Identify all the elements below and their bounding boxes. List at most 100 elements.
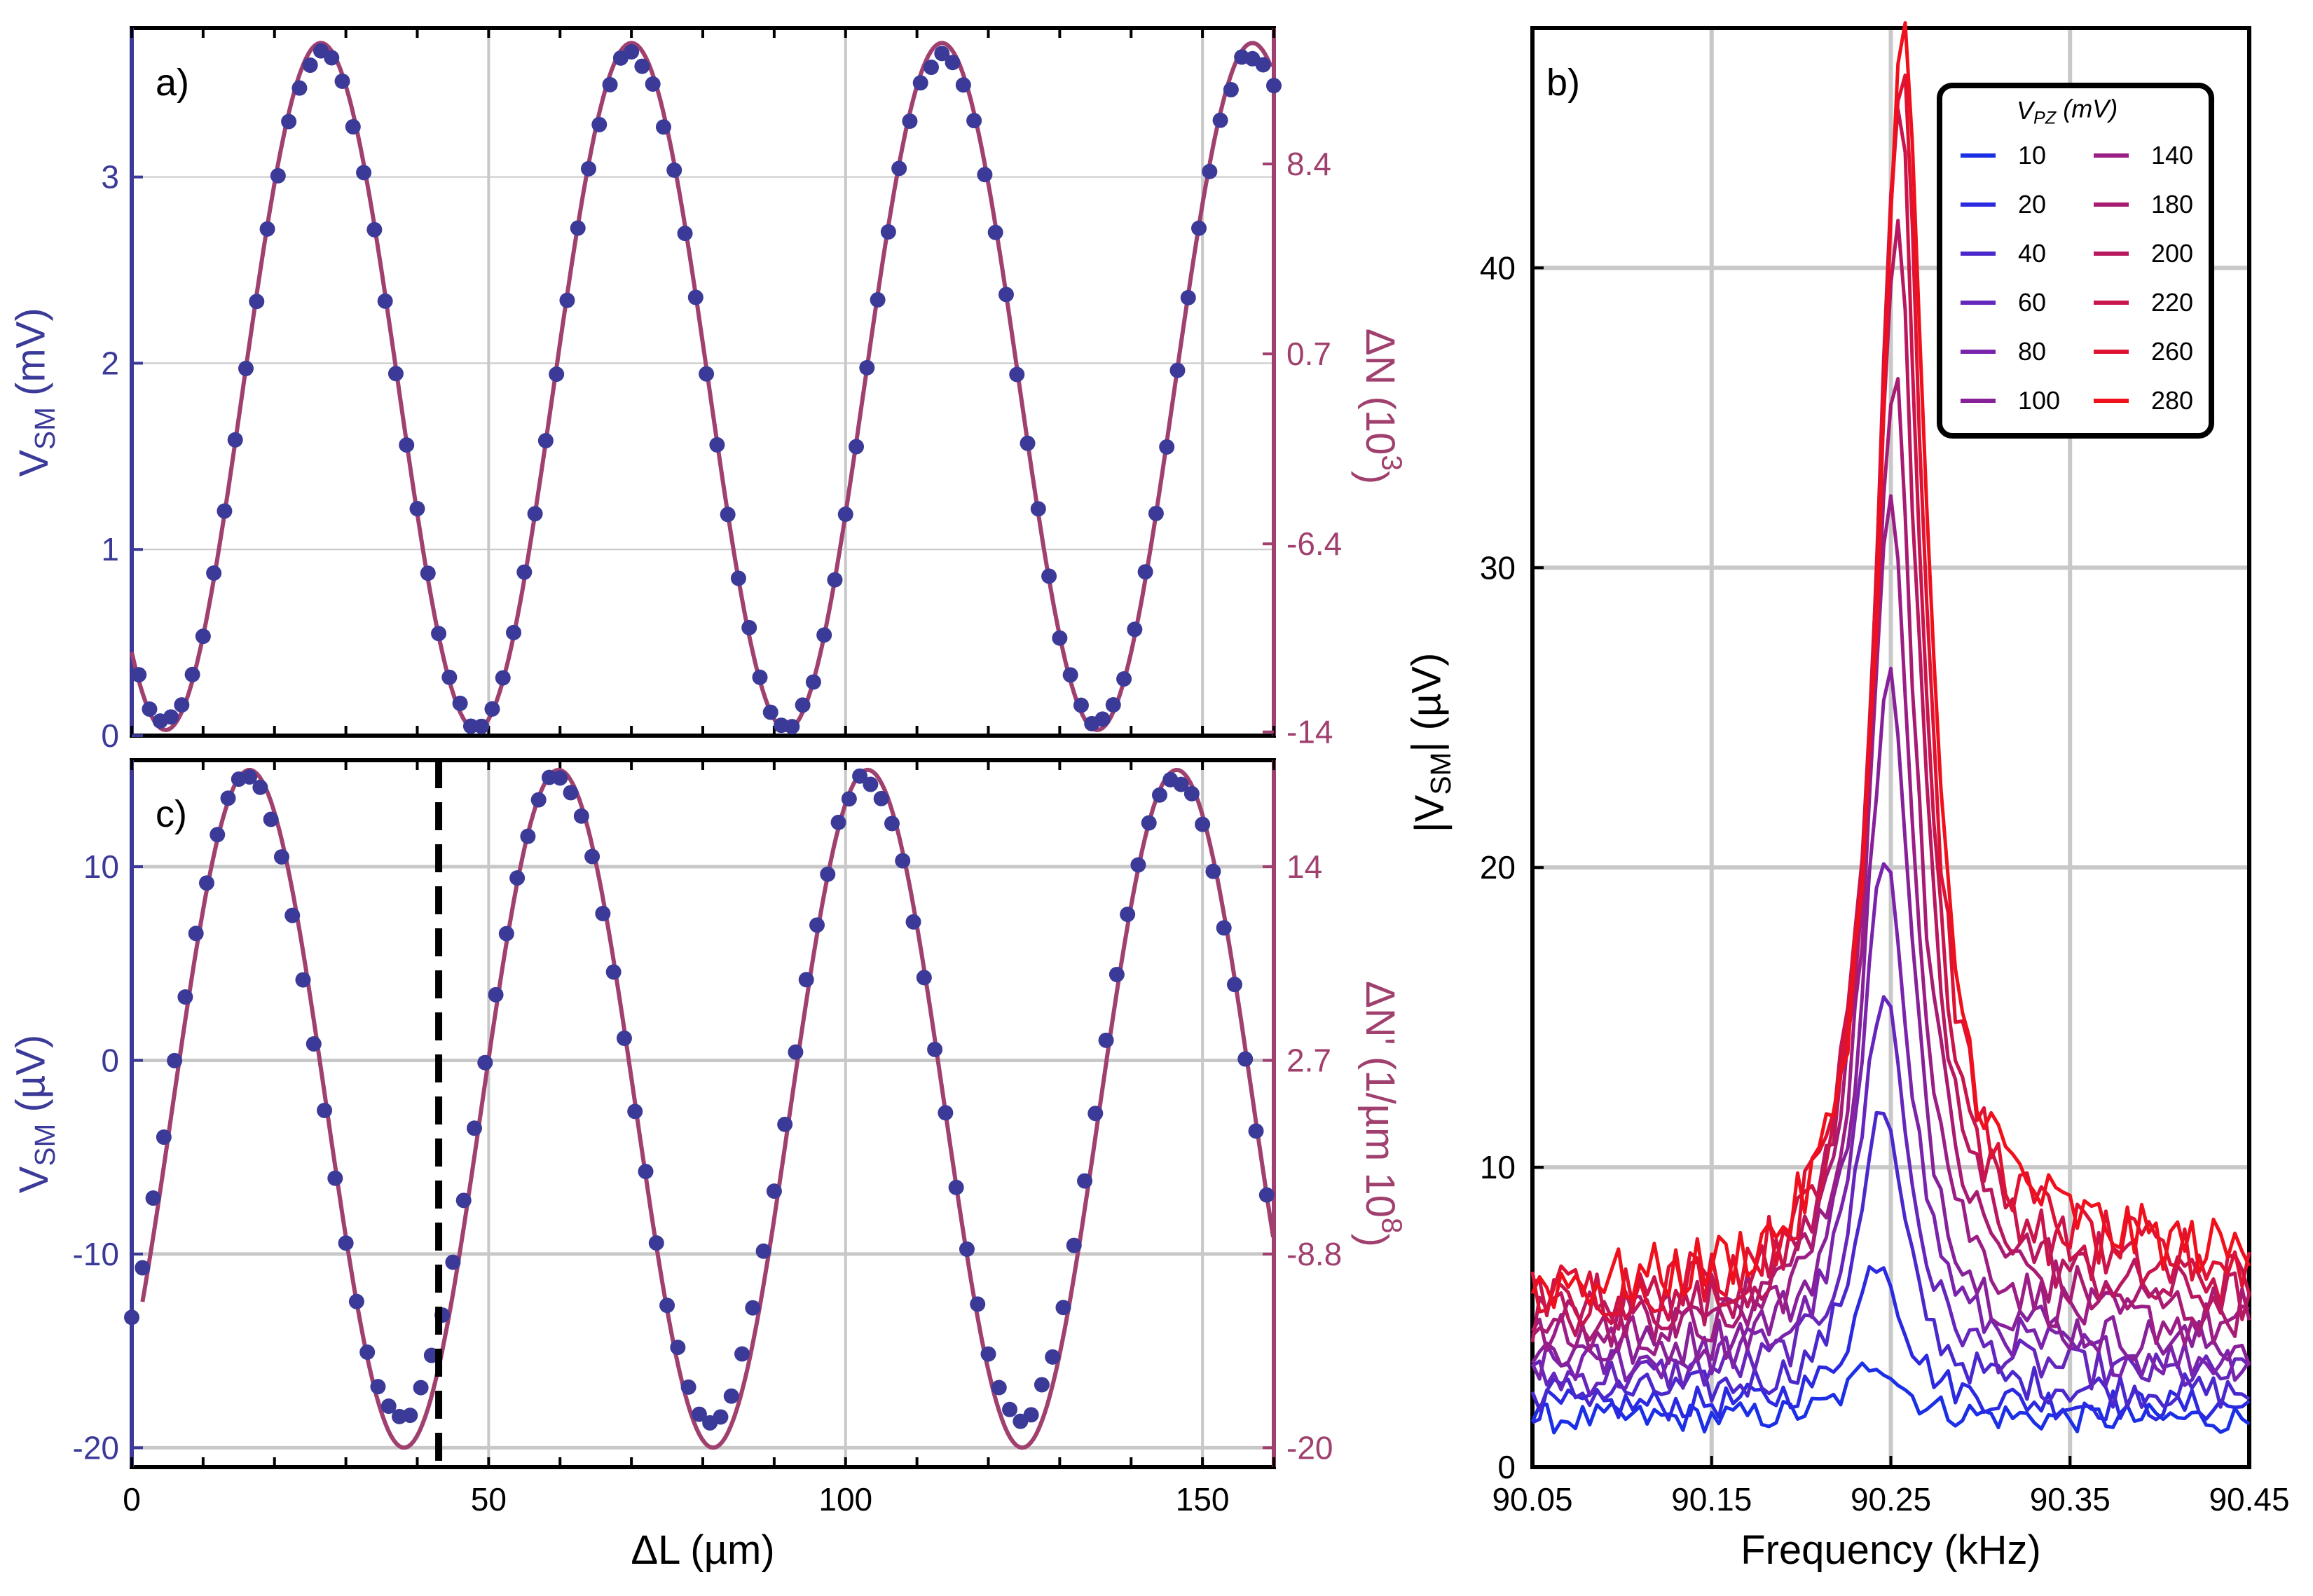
data-point (912, 75, 928, 91)
data-point (270, 167, 286, 184)
data-point (699, 366, 715, 382)
data-point (1105, 697, 1121, 713)
data-point (777, 1116, 793, 1132)
panel-label-b: b) (1546, 62, 1580, 104)
data-point (281, 113, 297, 130)
data-point (905, 914, 921, 930)
data-point (1212, 112, 1228, 128)
series-line-200 (1530, 219, 2251, 1342)
data-point (366, 221, 383, 238)
data-point (1202, 163, 1218, 179)
y-axis-label: |VSM​| (µV) (1404, 653, 1457, 833)
data-point (163, 709, 179, 725)
data-point (1148, 505, 1164, 521)
series-line-280 (1530, 21, 2251, 1309)
data-point (959, 1241, 975, 1257)
data-point (713, 1409, 729, 1425)
series-line-140 (1530, 494, 2250, 1356)
legend-title: VPZ​ (mV) (2017, 94, 2118, 128)
data-point (302, 57, 318, 74)
y-tick-label: 1 (101, 531, 119, 567)
data-point (452, 695, 468, 711)
y-tick-label: 0 (1497, 1449, 1516, 1485)
data-point (1009, 366, 1025, 383)
data-point (691, 1406, 707, 1422)
data-point (552, 770, 568, 786)
data-point (745, 1300, 761, 1316)
data-point (970, 1296, 986, 1312)
data-point (156, 1129, 172, 1146)
data-point (1258, 1187, 1275, 1203)
data-point (891, 160, 907, 177)
y-tick-label: 10 (83, 848, 119, 885)
data-point (677, 226, 693, 242)
data-point (145, 1190, 161, 1206)
y-tick-label: -10 (73, 1236, 119, 1272)
data-point (624, 44, 640, 60)
data-point (498, 926, 514, 942)
data-point (334, 73, 350, 89)
data-point (516, 564, 533, 580)
x-tick-label: 0 (123, 1481, 141, 1518)
data-point (1180, 289, 1196, 305)
y-tick-label: 40 (1480, 249, 1516, 286)
panel-b: 90.05 90.15 90.25 90.35 90.45 0 10 20 30 40 b) Freq… (1404, 21, 2290, 1573)
data-point (142, 701, 158, 717)
data-point (356, 165, 372, 181)
data-point (784, 719, 800, 735)
data-point (1191, 220, 1207, 236)
panel-c: 0 50 100 150 -20 -10 0 10 -20 -8.8 2.7 14 c) ΔL (µm) V… (8, 758, 1408, 1573)
x-tick-label: 100 (818, 1481, 872, 1518)
data-point (198, 875, 214, 891)
panel-label-a: a) (156, 62, 189, 104)
data-point (741, 619, 757, 635)
y-tick-label: 30 (1480, 549, 1516, 586)
data-point (841, 791, 857, 807)
data-point (284, 907, 301, 923)
data-point (927, 1041, 943, 1057)
x-tick-label: 50 (471, 1481, 507, 1518)
panel-a: 0 1 2 3 -14 -6.4 0.7 8.4 a) VSM​ (mV) ΔN (103​) (8, 26, 1408, 754)
y-tick-right-label: -8.8 (1286, 1236, 1342, 1272)
y-tick-right-label: 0.7 (1286, 336, 1331, 372)
data-point (345, 118, 361, 135)
x-axis-label: Frequency (kHz) (1741, 1527, 2041, 1573)
data-point (816, 627, 832, 643)
y-tick-label: 2 (101, 345, 119, 381)
y-tick-right-label: -6.4 (1286, 525, 1342, 562)
data-point (1002, 1401, 1018, 1417)
data-point (895, 853, 911, 869)
legend-label: 280 (2151, 386, 2193, 415)
legend-label: 180 (2151, 190, 2193, 219)
data-point (938, 1105, 954, 1121)
data-point (820, 866, 836, 882)
y-tick-label: 20 (1480, 849, 1516, 886)
data-point (602, 76, 618, 92)
y-tick-right-label: 14 (1286, 848, 1322, 885)
data-point (616, 1030, 632, 1046)
data-point (795, 697, 811, 713)
data-point (966, 113, 982, 129)
data-point (859, 359, 875, 376)
data-point (467, 1120, 482, 1136)
data-point (195, 628, 211, 645)
data-point (1130, 857, 1146, 873)
data-point (723, 1388, 739, 1404)
data-point (991, 1380, 1007, 1396)
data-point (402, 1408, 418, 1424)
data-point (238, 360, 254, 376)
data-point (870, 291, 886, 308)
data-point (387, 366, 404, 382)
data-point (338, 1235, 354, 1251)
data-point (581, 160, 596, 177)
y-tick-right-label: 8.4 (1286, 146, 1331, 182)
data-point (1052, 630, 1068, 646)
data-point (506, 624, 522, 640)
data-point (709, 436, 725, 453)
data-point (948, 1179, 964, 1195)
y-tick-label: 0 (101, 717, 119, 754)
data-point (488, 986, 504, 1003)
data-point (1237, 1051, 1254, 1067)
data-point (805, 674, 821, 690)
data-point (798, 972, 814, 988)
